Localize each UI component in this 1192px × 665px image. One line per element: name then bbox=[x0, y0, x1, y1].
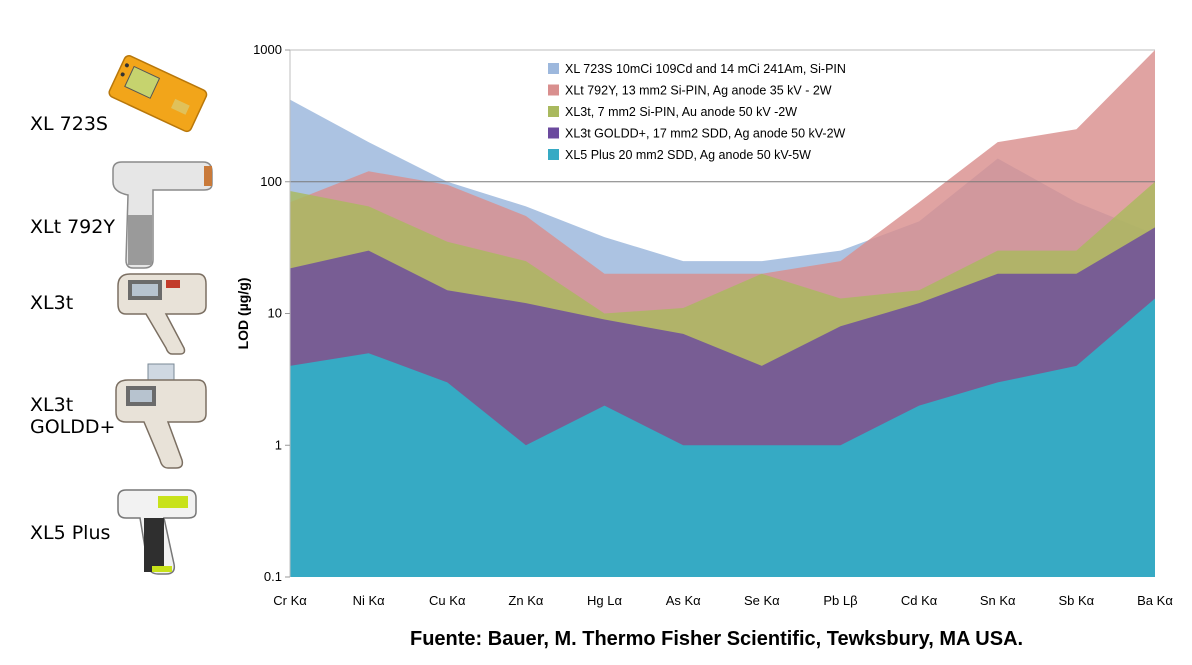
legend-swatch bbox=[548, 127, 559, 139]
y-tick-label: 1000 bbox=[253, 42, 282, 57]
y-axis-label: LOD (µg/g) bbox=[235, 278, 251, 350]
xl5plus-device-image bbox=[117, 489, 197, 575]
y-tick-label: 10 bbox=[268, 306, 282, 321]
x-tick-label: Sn Kα bbox=[980, 593, 1016, 608]
y-tick-label: 0.1 bbox=[264, 569, 282, 584]
axes: 0.1 1 10 100 1000 Cr Kα Ni Kα Cu Kα Zn Kα Hg Lα As… bbox=[235, 42, 1173, 608]
x-tick-label: Hg Lα bbox=[587, 593, 622, 608]
series-area-5 bbox=[290, 298, 1155, 577]
x-tick-label: As Kα bbox=[666, 593, 701, 608]
device-label: XL 723S bbox=[30, 113, 108, 135]
device-xl723s: XL 723S bbox=[0, 45, 240, 155]
device-label: XL3t GOLDD+ bbox=[30, 394, 116, 438]
x-tick-label: Zn Kα bbox=[508, 593, 543, 608]
xlt792y-device-image bbox=[112, 161, 213, 269]
x-tick-label: Pb Lβ bbox=[823, 593, 857, 608]
device-xl5plus: XL5 Plus bbox=[0, 488, 240, 598]
x-tick-label: Se Kα bbox=[744, 593, 780, 608]
legend-swatch bbox=[548, 84, 559, 96]
legend: XL 723S 10mCi 109Cd and 14 mCi 241Am, Si… bbox=[548, 62, 846, 162]
y-tick-label: 100 bbox=[260, 174, 282, 189]
legend-entry: XL3t GOLDD+, 17 mm2 SDD, Ag anode 50 kV-… bbox=[565, 127, 846, 141]
legend-swatch bbox=[548, 106, 559, 117]
x-tick-label: Cr Kα bbox=[273, 593, 307, 608]
device-xl3t-goldd: XL3t GOLDD+ bbox=[0, 362, 240, 472]
source-caption: Fuente: Bauer, M. Thermo Fisher Scientif… bbox=[410, 628, 1024, 650]
xl3t-device-image bbox=[117, 273, 207, 355]
legend-swatch bbox=[548, 149, 559, 160]
device-xl3t: XL3t bbox=[0, 268, 240, 378]
legend-entry: XL5 Plus 20 mm2 SDD, Ag anode 50 kV-5W bbox=[565, 148, 811, 162]
xl723s-device-image bbox=[108, 55, 208, 133]
x-tick-label: Cd Kα bbox=[901, 593, 938, 608]
legend-entry: XL 723S 10mCi 109Cd and 14 mCi 241Am, Si… bbox=[565, 62, 846, 76]
legend-swatch bbox=[548, 63, 559, 74]
xl3t-goldd-device-image bbox=[115, 363, 207, 469]
plot-areas bbox=[290, 50, 1155, 578]
y-tick-label: 1 bbox=[275, 437, 282, 452]
legend-entry: XLt 792Y, 13 mm2 Si-PIN, Ag anode 35 kV … bbox=[565, 84, 832, 98]
legend-entry: XL3t, 7 mm2 Si-PIN, Au anode 50 kV -2W bbox=[565, 105, 797, 119]
device-label: XL3t bbox=[30, 292, 74, 314]
device-label: XLt 792Y bbox=[30, 216, 115, 238]
device-xlt792y: XLt 792Y bbox=[0, 160, 240, 270]
x-tick-label: Ba Kα bbox=[1137, 593, 1173, 608]
x-tick-label: Cu Kα bbox=[429, 593, 466, 608]
device-label: XL5 Plus bbox=[30, 522, 111, 544]
x-tick-label: Ni Kα bbox=[353, 593, 386, 608]
x-tick-label: Sb Kα bbox=[1059, 593, 1095, 608]
